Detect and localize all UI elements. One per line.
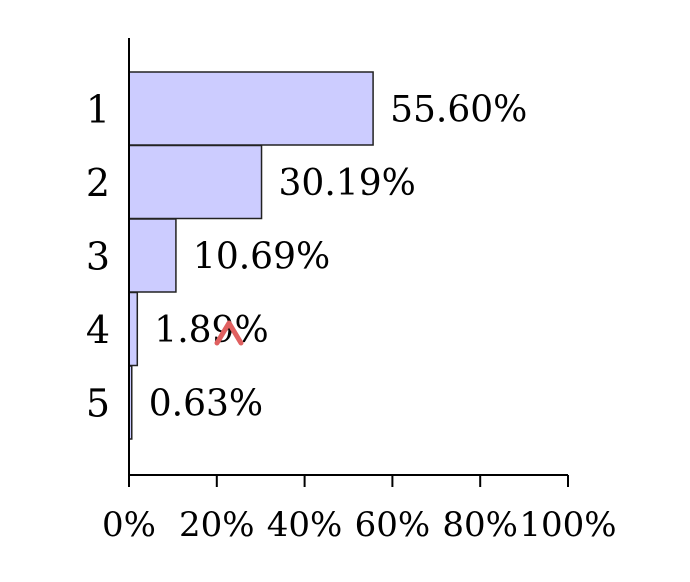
category-label-5: 5 bbox=[86, 382, 110, 426]
category-label-2: 2 bbox=[86, 161, 110, 205]
x-tick-label-100: 100% bbox=[519, 505, 616, 545]
x-ticks-group: 0% 20% 40% 60% 80% 100% bbox=[102, 475, 617, 545]
category-label-3: 3 bbox=[86, 235, 110, 279]
data-label-1: 55.60% bbox=[390, 90, 527, 131]
data-labels-group: 55.60% 30.19% 10.69% 1.89% 0.63% bbox=[149, 90, 528, 425]
bar-4 bbox=[128, 291, 139, 367]
bars-group bbox=[128, 71, 374, 440]
data-label-5: 0.63% bbox=[149, 384, 263, 425]
data-label-4: 1.89% bbox=[154, 310, 268, 351]
caret-marker-icon bbox=[214, 320, 244, 346]
data-label-2: 30.19% bbox=[279, 163, 416, 204]
x-tick-label-0: 0% bbox=[102, 505, 156, 545]
x-tick-label-20: 20% bbox=[179, 505, 255, 545]
category-labels-group: 1 2 3 4 5 bbox=[86, 88, 110, 426]
data-label-3: 10.69% bbox=[193, 237, 330, 278]
x-tick-label-80: 80% bbox=[442, 505, 518, 545]
bar-2 bbox=[128, 144, 263, 220]
caret-marker-shape bbox=[214, 320, 244, 346]
bar-1 bbox=[128, 71, 374, 146]
category-label-1: 1 bbox=[86, 88, 110, 132]
axes-group bbox=[128, 38, 568, 476]
x-tick-label-60: 60% bbox=[355, 505, 431, 545]
category-label-4: 4 bbox=[86, 308, 110, 352]
bar-3 bbox=[128, 218, 177, 293]
x-tick-label-40: 40% bbox=[267, 505, 343, 545]
